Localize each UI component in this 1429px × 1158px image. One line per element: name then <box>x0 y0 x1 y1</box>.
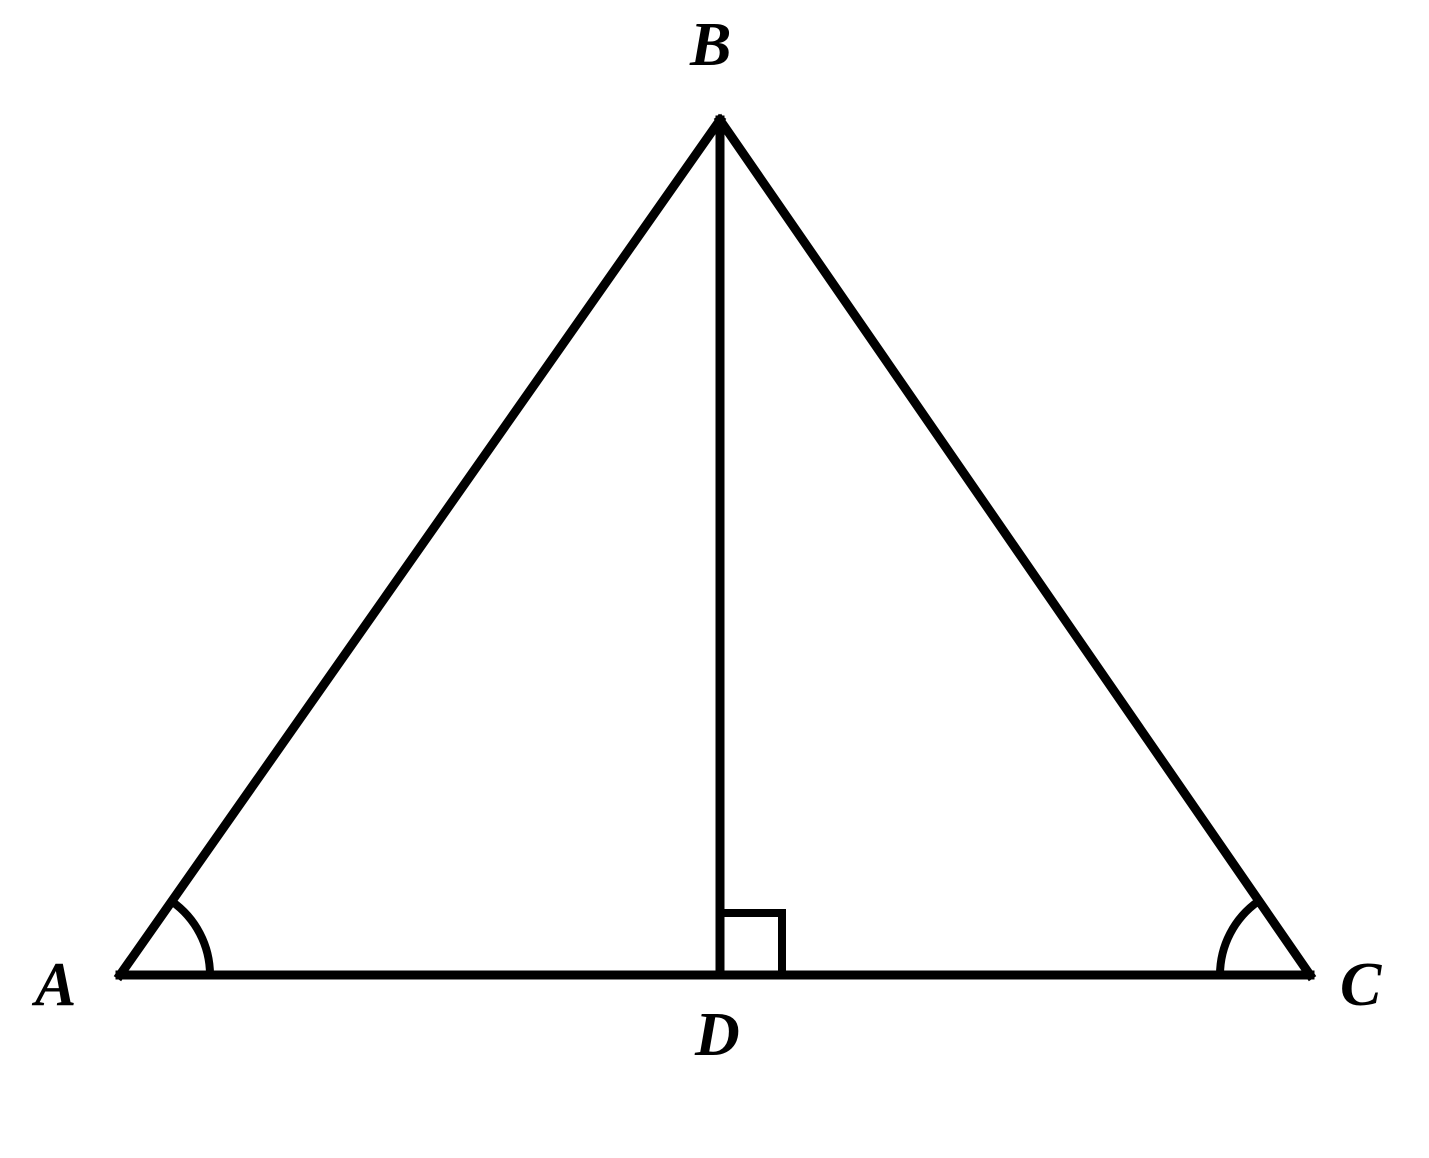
geometry-diagram: A B C D <box>0 0 1429 1158</box>
vertex-label-c: C <box>1340 950 1381 1021</box>
vertex-label-a: A <box>35 950 76 1021</box>
angle-marks <box>172 901 1259 975</box>
vertex-label-d: D <box>695 1000 740 1071</box>
edges <box>120 120 1310 975</box>
right-angle-mark <box>720 913 782 975</box>
vertex-label-b: B <box>690 10 731 81</box>
triangle-svg <box>0 0 1429 1158</box>
